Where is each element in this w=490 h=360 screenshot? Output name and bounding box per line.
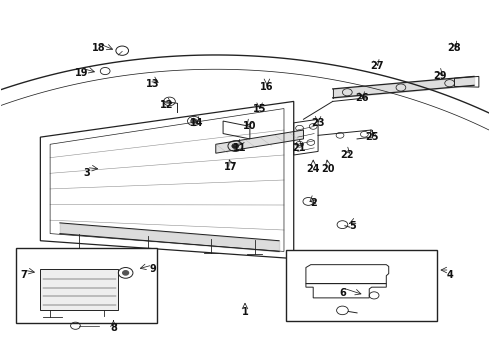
- Text: 29: 29: [433, 71, 447, 81]
- Text: 15: 15: [253, 104, 267, 113]
- Text: 7: 7: [20, 270, 26, 280]
- Text: 27: 27: [370, 61, 383, 71]
- Text: 9: 9: [149, 264, 156, 274]
- Polygon shape: [216, 130, 303, 153]
- Text: 5: 5: [349, 221, 356, 231]
- Text: 8: 8: [110, 323, 117, 333]
- Text: 23: 23: [311, 118, 325, 128]
- Bar: [16, 248, 157, 323]
- Circle shape: [122, 271, 128, 275]
- Bar: [40, 269, 118, 310]
- Bar: [287, 249, 438, 321]
- Text: 1: 1: [242, 307, 248, 317]
- Text: 14: 14: [190, 118, 203, 128]
- Text: 20: 20: [321, 164, 335, 174]
- Text: 18: 18: [92, 43, 106, 53]
- Text: 19: 19: [75, 68, 89, 78]
- Text: 17: 17: [223, 162, 237, 172]
- Text: 22: 22: [341, 150, 354, 160]
- Text: 2: 2: [310, 198, 317, 208]
- Text: 10: 10: [243, 121, 257, 131]
- Text: 28: 28: [448, 43, 461, 53]
- Text: 3: 3: [83, 168, 90, 178]
- Text: 13: 13: [146, 78, 159, 89]
- Circle shape: [191, 119, 197, 123]
- Text: 16: 16: [260, 82, 274, 92]
- Text: 12: 12: [160, 100, 174, 110]
- Text: 4: 4: [446, 270, 453, 280]
- Text: 21: 21: [292, 143, 305, 153]
- Text: 25: 25: [365, 132, 378, 142]
- Circle shape: [232, 144, 239, 149]
- Text: 26: 26: [355, 93, 368, 103]
- Text: 11: 11: [233, 143, 247, 153]
- Text: 24: 24: [306, 164, 320, 174]
- Text: 6: 6: [339, 288, 346, 297]
